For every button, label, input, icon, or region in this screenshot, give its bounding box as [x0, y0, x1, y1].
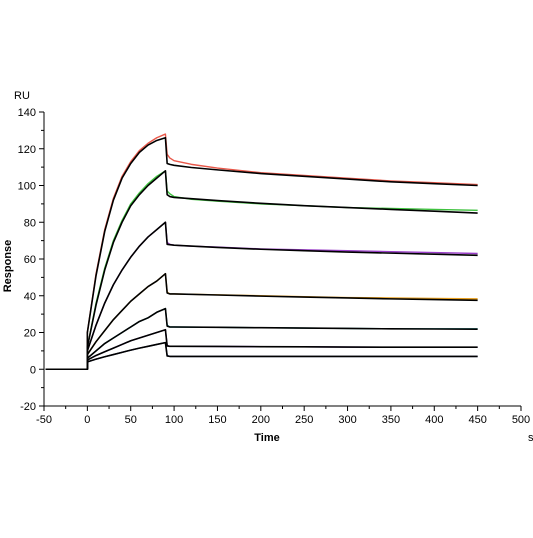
- fit-curve-11: [45, 307, 478, 371]
- y-axis-title: Response: [2, 240, 14, 293]
- series-group: [45, 133, 478, 371]
- y-tick-label: 80: [24, 217, 36, 229]
- y-tick-label: 0: [30, 364, 36, 376]
- fit-curve-7: [45, 136, 478, 371]
- x-tick-label: 500: [512, 414, 530, 426]
- x-tick-label: 150: [208, 414, 226, 426]
- x-tick-label: -50: [36, 414, 52, 426]
- x-tick-label: 350: [382, 414, 400, 426]
- x-tick-label: 250: [295, 414, 313, 426]
- x-tick-label: 100: [165, 414, 183, 426]
- x-axis-title: Time: [254, 432, 279, 444]
- x-tick-label: 0: [84, 414, 90, 426]
- y-axis-unit: RU: [14, 90, 30, 102]
- y-tick-label: 120: [18, 144, 36, 156]
- x-tick-label: 300: [338, 414, 356, 426]
- y-tick-label: 40: [24, 291, 36, 303]
- fit-curve-9: [45, 221, 478, 371]
- x-tick-label: 50: [125, 414, 137, 426]
- x-tick-label: 400: [425, 414, 443, 426]
- fit-curve-12: [45, 328, 478, 371]
- fit-curve-8: [45, 170, 478, 371]
- y-tick-label: 100: [18, 181, 36, 193]
- fit-curve-13: [45, 341, 478, 371]
- x-tick-label: 200: [252, 414, 270, 426]
- x-axis-unit: s: [528, 432, 533, 444]
- x-tick-label: 450: [468, 414, 486, 426]
- y-tick-label: 60: [24, 254, 36, 266]
- y-tick-label: 140: [18, 107, 36, 119]
- y-tick-label: 20: [24, 328, 36, 340]
- y-tick-label: -20: [20, 401, 36, 413]
- axes: -20 0 20 40 60 80 100 120 140 -50 0 50 100 150 200 250 3…: [18, 107, 531, 426]
- fit-curve-10: [45, 272, 478, 371]
